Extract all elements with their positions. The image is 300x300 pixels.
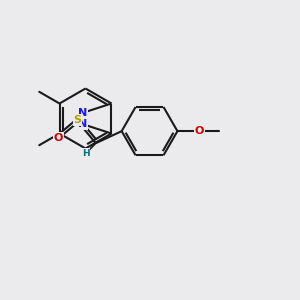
- Text: H: H: [82, 149, 89, 158]
- Text: N: N: [78, 119, 88, 129]
- Text: O: O: [194, 126, 204, 136]
- Text: N: N: [78, 108, 88, 118]
- Text: O: O: [54, 133, 63, 143]
- Text: S: S: [74, 115, 82, 125]
